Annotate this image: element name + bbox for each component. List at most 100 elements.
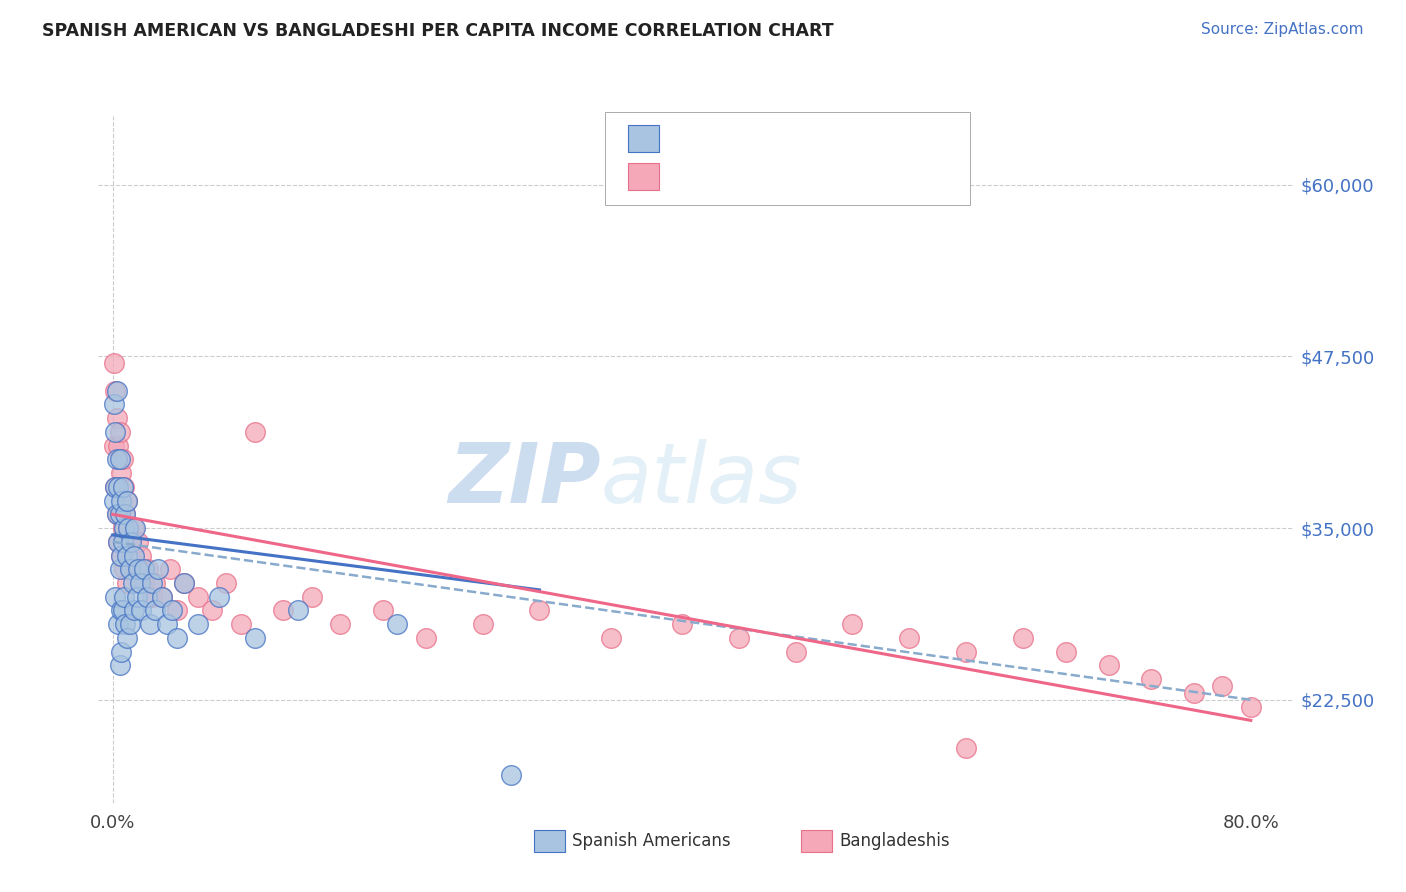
Point: [107, 534, 129, 549]
Point: [108, 562, 131, 576]
Point: [114, 508, 136, 522]
Point: [115, 493, 138, 508]
Point: [135, 590, 157, 604]
Point: [115, 631, 138, 645]
Text: ZIP: ZIP: [447, 440, 600, 521]
Point: [107, 534, 129, 549]
Point: [104, 480, 127, 494]
Point: [415, 631, 437, 645]
Point: [108, 658, 131, 673]
Point: [115, 576, 138, 591]
Point: [1140, 672, 1163, 686]
Point: [141, 576, 163, 591]
Point: [122, 521, 145, 535]
Point: [152, 590, 174, 604]
Point: [208, 590, 231, 604]
Point: [104, 425, 127, 439]
Point: [115, 549, 138, 563]
Point: [1182, 686, 1205, 700]
Point: [148, 562, 170, 576]
Point: [1240, 699, 1263, 714]
Point: [111, 480, 134, 494]
Point: [371, 603, 394, 617]
Point: [120, 534, 142, 549]
Point: [132, 562, 155, 576]
Point: [112, 480, 135, 494]
Point: [110, 493, 132, 508]
Point: [141, 590, 163, 604]
Point: [143, 603, 166, 617]
Point: [108, 452, 131, 467]
Text: R = -0.103   N = 58: R = -0.103 N = 58: [668, 129, 839, 147]
Point: [107, 439, 129, 453]
Text: Source: ZipAtlas.com: Source: ZipAtlas.com: [1201, 22, 1364, 37]
Point: [110, 549, 132, 563]
Point: [471, 617, 494, 632]
Point: [108, 508, 131, 522]
Point: [1211, 679, 1233, 693]
Point: [785, 645, 807, 659]
Point: [105, 508, 128, 522]
Text: R = -0.382   N = 61: R = -0.382 N = 61: [668, 168, 839, 186]
Point: [132, 576, 155, 591]
Point: [898, 631, 921, 645]
Point: [124, 521, 146, 535]
Point: [103, 493, 125, 508]
Point: [152, 590, 174, 604]
Point: [162, 603, 184, 617]
Point: [114, 617, 136, 632]
Point: [243, 631, 266, 645]
Point: [125, 590, 148, 604]
Point: [1054, 645, 1077, 659]
Point: [273, 603, 295, 617]
Point: [138, 617, 160, 632]
Point: [120, 549, 142, 563]
Point: [129, 549, 152, 563]
Point: [108, 508, 131, 522]
Point: [121, 576, 143, 591]
Point: [166, 631, 188, 645]
Point: [173, 576, 195, 591]
Point: [187, 617, 209, 632]
Point: [287, 603, 309, 617]
Point: [117, 521, 139, 535]
Point: [107, 480, 129, 494]
Point: [112, 590, 135, 604]
Point: [110, 603, 132, 617]
Point: [156, 617, 179, 632]
Point: [105, 384, 128, 398]
Point: [1097, 658, 1119, 673]
Point: [104, 590, 127, 604]
Point: [727, 631, 749, 645]
Point: [103, 439, 125, 453]
Point: [229, 617, 252, 632]
Point: [112, 521, 135, 535]
Point: [111, 603, 134, 617]
Point: [301, 590, 323, 604]
Point: [599, 631, 621, 645]
Point: [124, 562, 146, 576]
Point: [671, 617, 693, 632]
Point: [103, 397, 125, 411]
Text: SPANISH AMERICAN VS BANGLADESHI PER CAPITA INCOME CORRELATION CHART: SPANISH AMERICAN VS BANGLADESHI PER CAPI…: [42, 22, 834, 40]
Point: [243, 425, 266, 439]
Point: [118, 534, 141, 549]
Point: [111, 534, 134, 549]
Point: [173, 576, 195, 591]
Point: [118, 562, 141, 576]
Point: [105, 411, 128, 425]
Point: [529, 603, 551, 617]
Point: [166, 603, 188, 617]
Text: Spanish Americans: Spanish Americans: [572, 831, 731, 850]
Point: [108, 425, 131, 439]
Point: [115, 493, 138, 508]
Point: [128, 576, 150, 591]
Point: [136, 562, 159, 576]
Point: [105, 508, 128, 522]
Point: [127, 534, 149, 549]
Point: [159, 562, 181, 576]
Point: [117, 521, 139, 535]
Point: [187, 590, 209, 604]
Point: [385, 617, 409, 632]
Point: [329, 617, 352, 632]
